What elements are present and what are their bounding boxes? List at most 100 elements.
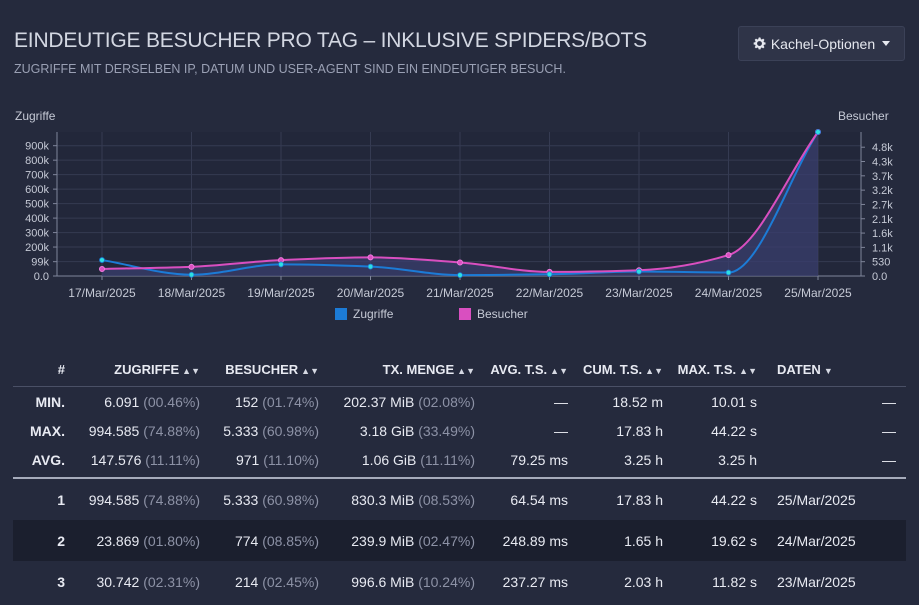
table-row[interactable]: 2 23.869 (01.80%) 774 (08.85%) 239.9 MiB… [13,520,906,561]
legend-item-besucher[interactable]: Besucher [459,307,528,321]
col-header-cum-ts[interactable]: CUM. T.S. ▲▼ [568,352,663,387]
col-header-data[interactable]: DATEN ▼ [757,352,906,387]
x-axis-tick-label: 18/Mar/2025 [158,286,226,300]
line-chart: 0.0 99k 200k 300k 400k 500k 600k 700k 800k 900k 0.… [25,129,893,300]
panel-subtitle: ZUGRIFFE MIT DERSELBEN IP, DATUM UND USE… [14,62,566,76]
chevron-down-icon [882,41,891,46]
cell-hits: 994.585 [88,491,140,508]
data-point-zugriffe [278,261,284,268]
col-header-visitors[interactable]: BESUCHER ▲▼ [200,352,319,387]
cell-tx-pct: (02.08%) [418,393,475,410]
data-point-zugriffe [367,263,374,270]
sort-icon: ▲▼ [645,365,663,376]
cell-tx: 1.06 GiB [361,451,417,468]
cell-data: 23/Mar/2025 [777,573,856,590]
col-header-num: # [13,352,65,387]
left-axis-tick-label: 900k [25,141,49,153]
sort-icon: ▲▼ [457,365,475,376]
col-header-avg-ts[interactable]: AVG. T.S. ▲▼ [475,352,568,387]
tile-options-button[interactable]: Kachel-Optionen [738,26,905,61]
right-axis-tick-label: 0.0 [872,271,887,283]
cell-data: — [882,393,896,410]
sort-icon: ▲▼ [739,365,757,376]
table-row[interactable]: 1 994.585 (74.88%) 5.333 (60.98%) 830.3 … [13,478,906,520]
summary-row-min: MIN. 6.091 (00.46%) 152 (01.74%) 202.37 … [13,387,906,417]
legend-swatch-besucher [459,308,471,320]
cell-visitors: 971 [235,451,260,468]
right-axis-tick-label: 4.8k [872,142,893,154]
cell-num: 2 [13,520,65,561]
cell-avg-ts: 248.89 ms [475,520,568,561]
x-axis-tick-label: 23/Mar/2025 [605,286,673,300]
cell-hits-pct: (00.46%) [143,393,200,410]
gear-icon [753,37,766,50]
data-point-zugriffe [99,257,105,263]
right-axis-tick-label: 2.1k [872,214,893,226]
cell-visitors: 5.333 [223,491,259,508]
legend-label-besucher: Besucher [477,307,528,321]
col-header-tx[interactable]: TX. MENGE ▲▼ [319,352,475,387]
cell-tx-pct: (10.24%) [418,573,475,590]
data-point-besucher [367,254,374,261]
data-point-besucher [188,263,195,270]
summary-label: MAX. [30,422,65,439]
cell-avg-ts: 64.54 ms [510,491,568,508]
data-point-zugriffe [636,268,642,275]
sort-icon: ▲▼ [550,365,568,376]
left-axis-tick-label: 200k [25,242,49,254]
x-axis-tick-label: 19/Mar/2025 [247,286,315,300]
cell-hits: 23.869 [96,532,140,549]
table-row[interactable]: 3 30.742 (02.31%) 214 (02.45%) 996.6 MiB… [13,561,906,602]
data-point-zugriffe [188,271,195,278]
summary-row-avg: AVG. 147.576 (11.11%) 971 (11.10%) 1.06 … [13,445,906,479]
cell-hits-pct: (11.11%) [145,451,200,468]
cell-data: — [882,422,896,439]
data-point-besucher [99,265,105,272]
cell-num: 1 [57,491,65,508]
left-axis-tick-label: 0.0 [34,271,49,283]
cell-data: 24/Mar/2025 [757,520,906,561]
data-point-zugriffe [725,269,732,276]
cell-hits: 30.742 [96,573,140,590]
cell-visitors: 152 [234,393,259,410]
cell-max-ts: 10.01 s [711,393,757,410]
col-header-hits[interactable]: ZUGRIFFE ▲▼ [65,352,200,387]
col-header-max-ts[interactable]: MAX. T.S. ▲▼ [663,352,757,387]
cell-tx-pct: (11.11%) [420,451,475,468]
cell-hits-pct: (02.31%) [143,573,200,590]
left-axis-tick-label: 800k [25,155,49,167]
cell-tx-pct: (02.47%) [418,532,475,549]
cell-cum-ts: 2.03 h [624,573,663,590]
right-axis-tick-label: 4.3k [872,157,893,169]
col-header-tx-label: TX. MENGE [382,361,455,377]
cell-max-ts: 44.22 s [711,422,757,439]
legend-label-zugriffe: Zugriffe [353,307,394,321]
sort-icon: ▲▼ [301,365,319,376]
legend-item-zugriffe[interactable]: Zugriffe [335,307,393,321]
cell-visitors-pct: (01.74%) [262,393,319,410]
cell-max-ts: 11.82 s [712,573,757,590]
left-axis-tick-label: 300k [25,228,49,240]
cell-cum-ts: 17.83 h [616,422,663,439]
col-header-max-ts-label: MAX. T.S. [677,361,737,377]
data-point-zugriffe [457,272,463,279]
right-axis-tick-label: 3.2k [872,185,893,197]
col-header-avg-ts-label: AVG. T.S. [490,361,548,377]
x-axis-tick-label: 17/Mar/2025 [68,286,136,300]
cell-cum-ts: 17.83 h [616,491,663,508]
cell-visitors-pct: (02.45%) [262,573,319,590]
cell-avg-ts: — [554,393,568,410]
data-point-besucher [725,252,732,259]
stats-table: # ZUGRIFFE ▲▼ BESUCHER ▲▼ TX. MENGE ▲▼ AVG.… [13,352,906,602]
cell-visitors: 214 [234,573,259,590]
tile-options-label: Kachel-Optionen [770,35,876,52]
table-header-row: # ZUGRIFFE ▲▼ BESUCHER ▲▼ TX. MENGE ▲▼ AVG.… [13,352,906,387]
cell-max-ts: 19.62 s [663,520,757,561]
cell-visitors-pct: (60.98%) [262,422,319,439]
cell-hits-pct: (01.80%) [143,532,200,549]
cell-cum-ts: 3.25 h [568,445,663,479]
cell-tx: 202.37 MiB [343,393,415,410]
sort-icon: ▲▼ [182,365,200,376]
cell-data: — [757,445,906,479]
cell-visitors-pct: (08.85%) [262,532,319,549]
